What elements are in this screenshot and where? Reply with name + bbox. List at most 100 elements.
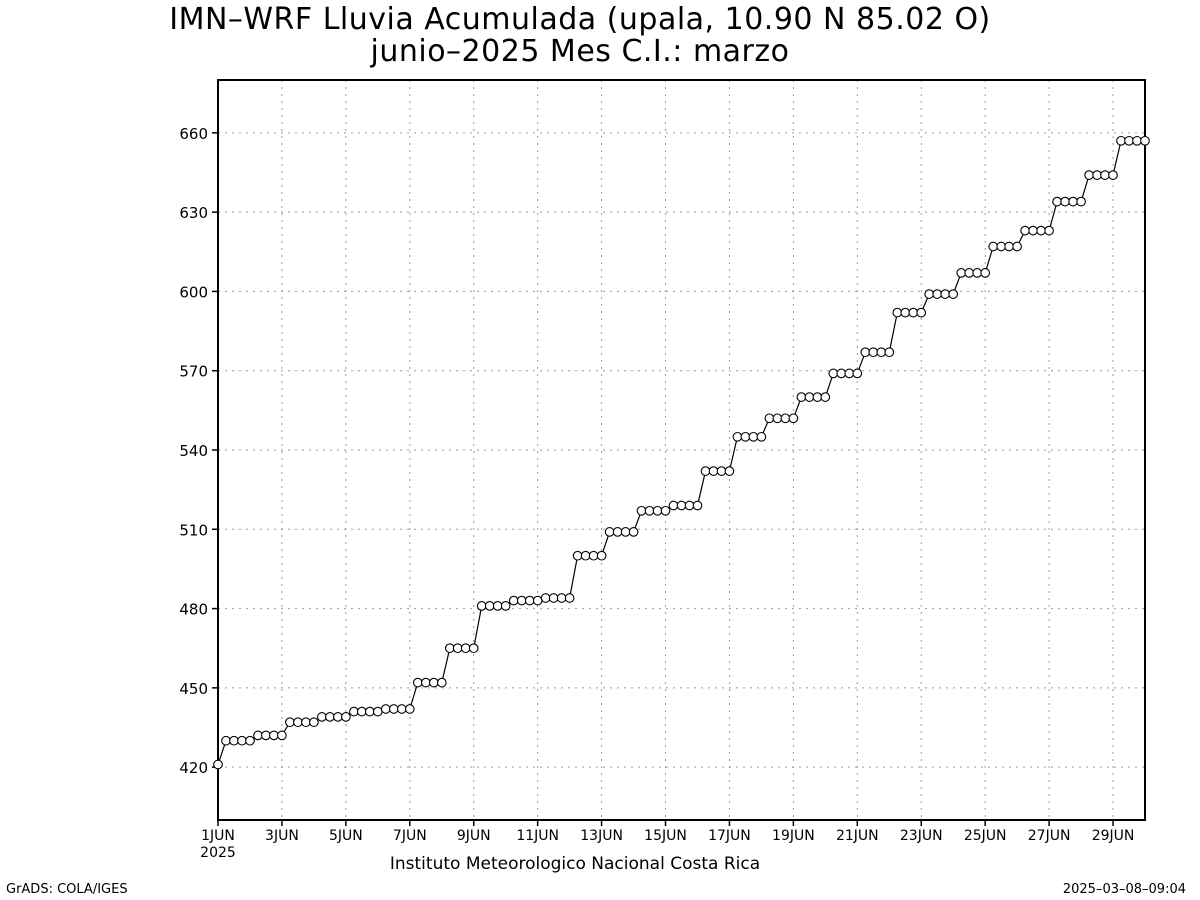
chart-subtitle: junio–2025 Mes C.I.: marzo [370, 34, 790, 69]
data-point [740, 431, 751, 442]
data-point [1052, 196, 1062, 207]
data-point [892, 307, 903, 318]
series-accumulated-rain [213, 135, 1150, 770]
data-point [1004, 241, 1014, 252]
x-tick-label: 15JUN [644, 828, 687, 844]
data-point [972, 268, 983, 278]
data-point [716, 466, 727, 476]
data-point [285, 717, 295, 728]
x-tick-label: 29JUN [1092, 828, 1135, 844]
data-point [245, 735, 255, 746]
data-point [1028, 225, 1038, 236]
data-point [756, 431, 767, 442]
data-point [548, 593, 559, 603]
data-point [349, 706, 359, 717]
data-point [964, 268, 975, 278]
data-point [229, 735, 239, 746]
data-point [1068, 196, 1078, 207]
data-point [780, 413, 791, 424]
data-point [860, 347, 871, 358]
data-point [436, 677, 447, 688]
data-point [460, 643, 471, 654]
x-tick-label: 23JUN [900, 828, 943, 844]
source-label: Instituto Meteorologico Nacional Costa R… [389, 854, 761, 874]
data-point [476, 601, 487, 611]
data-point [516, 595, 527, 606]
x-tick-label: 9JUN [457, 828, 491, 844]
data-point [988, 241, 999, 252]
data-point [301, 717, 311, 728]
data-point [428, 677, 439, 688]
x-tick-label: 13JUN [580, 828, 623, 844]
data-point [524, 595, 535, 606]
y-axis: 420 450 480 510 540 570 600 630 660 [179, 125, 218, 777]
data-point [868, 347, 879, 358]
data-point [508, 595, 519, 606]
data-point [333, 712, 343, 722]
data-point [604, 527, 615, 537]
x-tick-label: 25JUN [964, 828, 1007, 844]
data-point [372, 706, 383, 717]
data-point [700, 466, 711, 476]
data-point [261, 730, 271, 741]
data-point [356, 706, 367, 717]
data-point [564, 593, 575, 603]
x-tick-label: 19JUN [772, 828, 815, 844]
data-point [836, 368, 847, 379]
data-point [1108, 170, 1118, 180]
data-point [269, 730, 279, 741]
data-point [812, 392, 823, 402]
data-point [852, 368, 863, 379]
data-point [500, 601, 511, 611]
data-point [708, 466, 719, 476]
data-point [644, 505, 655, 516]
data-point [580, 550, 591, 561]
data-point [588, 550, 599, 561]
data-point [492, 601, 503, 611]
data-point [908, 307, 919, 318]
data-point [932, 289, 943, 299]
data-point [420, 677, 431, 688]
data-point [804, 392, 815, 402]
data-point [468, 643, 479, 654]
data-point [388, 704, 399, 714]
data-point [828, 368, 839, 379]
data-point [660, 505, 671, 516]
data-point [444, 643, 455, 654]
data-point [724, 466, 735, 476]
x-tick-label: 17JUN [708, 828, 751, 844]
data-point [916, 307, 927, 318]
x-tick-label: 27JUN [1028, 828, 1071, 844]
data-point [1020, 225, 1030, 236]
data-point [996, 241, 1007, 252]
software-credit: GrADS: COLA/IGES [6, 882, 128, 897]
data-point [1140, 135, 1150, 146]
data-point [452, 643, 463, 654]
data-point [948, 289, 959, 299]
data-point [396, 704, 407, 714]
data-point [380, 704, 391, 714]
x-tick-label: 11JUN [516, 828, 559, 844]
data-point [1092, 170, 1102, 180]
data-point [956, 268, 967, 278]
y-tick-label: 480 [179, 601, 208, 619]
data-point [796, 392, 807, 402]
data-point [404, 704, 415, 714]
data-point [293, 717, 303, 728]
data-point [532, 595, 543, 606]
y-tick-label: 570 [179, 363, 208, 381]
y-tick-label: 600 [179, 283, 208, 301]
y-tick-label: 450 [179, 680, 208, 698]
data-point [1116, 135, 1126, 146]
timestamp: 2025–03–08–09:04 [1062, 882, 1186, 897]
data-point [364, 706, 375, 717]
data-point [628, 527, 639, 537]
data-point [317, 712, 327, 722]
data-point [237, 735, 247, 746]
y-tick-label: 510 [179, 521, 208, 539]
data-point [1076, 196, 1086, 207]
data-point [732, 431, 743, 442]
chart-title: IMN–WRF Lluvia Acumulada (upala, 10.90 N… [169, 2, 991, 37]
